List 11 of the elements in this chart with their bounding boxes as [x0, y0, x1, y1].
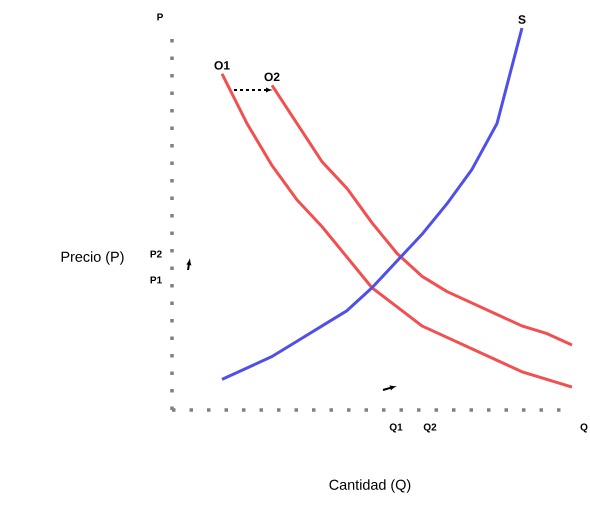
- text: P2: [150, 250, 162, 258]
- series-label: O1: [214, 61, 230, 70]
- text: Q1: [390, 424, 402, 432]
- y-axis-title: Precio (P): [62, 251, 124, 265]
- text: Q2: [424, 424, 436, 432]
- series-label: S: [518, 15, 526, 24]
- series-label: O2: [264, 72, 280, 82]
- text: Q: [580, 424, 588, 432]
- x-axis-title: Cantidad (Q): [330, 479, 410, 493]
- text: P1: [150, 276, 162, 284]
- text: P: [157, 14, 164, 20]
